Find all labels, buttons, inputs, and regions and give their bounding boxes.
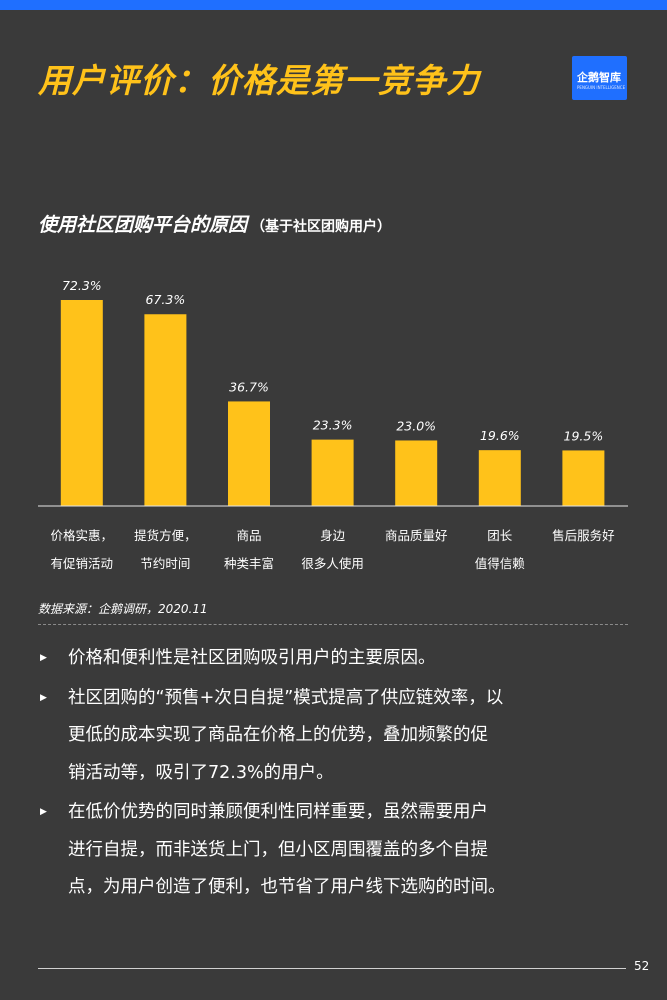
brand-logo: 企鹅智库 PENGUIN INTELLIGENCE — [572, 56, 627, 100]
category-label-1-0: 提货方便， — [134, 528, 197, 543]
bullet-line: 在低价优势的同时兼顾便利性同样重要，虽然需要用户 — [68, 802, 488, 822]
bullet-arrow-icon: ▶ — [40, 692, 47, 703]
bar-1 — [144, 314, 187, 506]
footer-divider — [38, 968, 626, 969]
category-label-1-1: 节约时间 — [140, 556, 190, 571]
bar-6 — [562, 450, 605, 506]
bullet-line: 价格和便利性是社区团购吸引用户的主要原因。 — [68, 648, 436, 668]
value-label-6: 19.5% — [564, 428, 604, 443]
bar-0 — [60, 300, 103, 506]
bullet-line: 销活动等，吸引了72.3%的用户。 — [68, 762, 334, 783]
chart-title: 使用社区团购平台的原因 （基于社区团购用户） — [38, 210, 391, 237]
bar-2 — [228, 401, 270, 506]
page-title: 用户评价：价格是第一竞争力 — [38, 61, 480, 100]
category-label-6-0: 售后服务好 — [552, 528, 615, 543]
bullet-item-2: ▶ 在低价优势的同时兼顾便利性同样重要，虽然需要用户 进行自提，而非送货上门，但小区… — [38, 794, 628, 907]
category-label-5-0: 团长 — [487, 528, 513, 543]
bullet-line: 点，为用户创造了便利，也节省了用户线下选购的时间。 — [68, 877, 506, 897]
category-label-3-0: 身边 — [320, 528, 346, 543]
category-label-0-0: 价格实惠， — [51, 528, 114, 543]
bullet-item-1: ▶ 社区团购的“预售+次日自提”模式提高了供应链效率，以 更低的成本实现了商品在价格… — [38, 680, 628, 793]
category-label-2-0: 商品 — [236, 528, 261, 543]
bullet-line: 社区团购的“预售+次日自提”模式提高了供应链效率，以 — [68, 687, 504, 708]
value-label-1: 67.3% — [146, 292, 186, 307]
category-label-0-1: 有促销活动 — [51, 556, 114, 571]
logo-subtext: PENGUIN INTELLIGENCE — [577, 85, 626, 90]
bullet-arrow-icon: ▶ — [40, 653, 47, 663]
bar-5 — [478, 450, 521, 506]
category-label-4-0: 商品质量好 — [385, 528, 448, 543]
bullet-arrow-icon: ▶ — [40, 807, 47, 817]
bar-chart: 72.3% 价格实惠， 有促销活动 67.3% 提货方便， 节约时间 36.7% 商品种类丰富… — [38, 278, 628, 571]
value-label-4: 23.0% — [396, 418, 436, 433]
category-label-5-1: 值得信赖 — [475, 556, 526, 571]
logo-text: 企鹅智库 — [577, 71, 621, 84]
data-source: 数据来源：企鹅调研，2020.11 — [38, 602, 208, 616]
chart-title-main: 使用社区团购平台的原因 — [38, 214, 248, 236]
bar-3 — [311, 439, 354, 506]
value-label-0: 72.3% — [62, 278, 102, 293]
value-label-2: 36.7% — [229, 379, 269, 394]
dashed-divider — [38, 624, 628, 625]
category-label-3-1: 很多人使用 — [301, 556, 364, 571]
page-number: 52 — [634, 959, 650, 973]
bullet-line: 更低的成本实现了商品在价格上的优势，叠加频繁的促 — [68, 725, 488, 745]
bullet-list: ▶ 价格和便利性是社区团购吸引用户的主要原因。 ▶ 社区团购的“预售+次日自提”模式提… — [38, 640, 628, 909]
top-accent-bar — [0, 0, 667, 10]
bar-4 — [395, 440, 438, 506]
category-label-2-1: 种类丰富 — [224, 556, 274, 571]
bullet-item-0: ▶ 价格和便利性是社区团购吸引用户的主要原因。 — [38, 640, 628, 678]
value-label-3: 23.3% — [313, 418, 353, 433]
chart-title-sub: （基于社区团购用户） — [251, 219, 392, 235]
bullet-line: 进行自提，而非送货上门，但小区周围覆盖的多个自提 — [68, 839, 488, 860]
value-label-5: 19.6% — [480, 428, 520, 443]
